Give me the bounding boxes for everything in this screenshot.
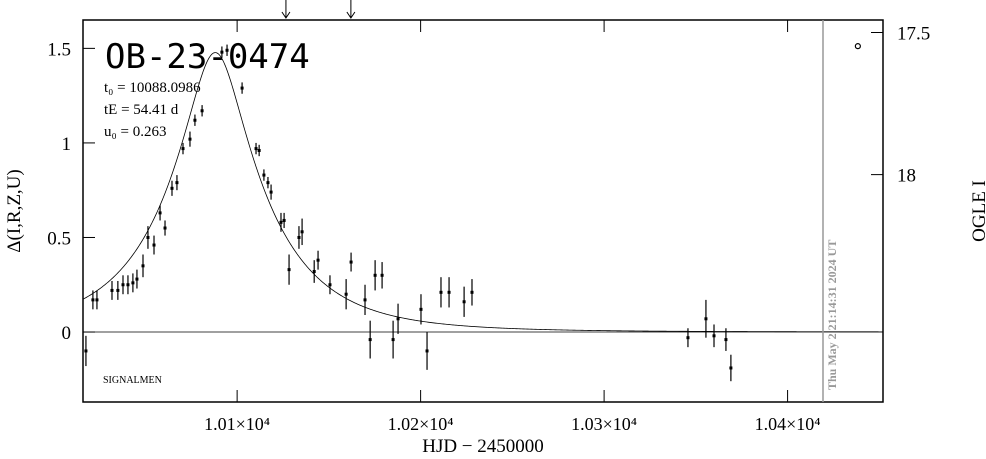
ogle-point bbox=[854, 43, 861, 50]
data-point bbox=[121, 283, 125, 287]
data-point bbox=[300, 230, 304, 234]
data-point bbox=[116, 288, 120, 292]
data-point bbox=[262, 173, 266, 177]
data-point bbox=[729, 366, 733, 370]
data-point bbox=[170, 186, 174, 190]
data-point bbox=[396, 317, 400, 321]
y-axis-title: Δ(I,R,Z,U) bbox=[4, 169, 25, 252]
x-tick-label: 1.04×10⁴ bbox=[755, 414, 821, 434]
data-point bbox=[135, 277, 139, 281]
data-point bbox=[225, 48, 229, 52]
data-point bbox=[373, 273, 377, 277]
y-tick-label: 0.5 bbox=[47, 228, 71, 249]
data-point bbox=[254, 147, 258, 151]
data-point bbox=[146, 235, 150, 239]
model-curve bbox=[83, 52, 883, 333]
data-point bbox=[95, 298, 99, 302]
data-point bbox=[266, 181, 270, 185]
data-point bbox=[328, 283, 332, 287]
data-point bbox=[704, 317, 708, 321]
x-tick-label: 1.01×10⁴ bbox=[204, 414, 270, 434]
x-tick-label: 1.03×10⁴ bbox=[571, 414, 637, 434]
data-point bbox=[163, 226, 167, 230]
plot-frame bbox=[82, 19, 884, 403]
data-point bbox=[425, 349, 429, 353]
data-point bbox=[462, 300, 466, 304]
data-point bbox=[84, 349, 88, 353]
model-label: t₀ = 10088.0986 bbox=[104, 80, 201, 96]
y-tick-label: 1.5 bbox=[47, 39, 71, 60]
data-point bbox=[363, 298, 367, 302]
data-point bbox=[287, 268, 291, 272]
data-point bbox=[349, 260, 353, 264]
data-point bbox=[724, 338, 728, 342]
y2-tick-label: 18 bbox=[897, 166, 916, 187]
arrow-marker bbox=[281, 0, 291, 19]
data-point bbox=[110, 288, 114, 292]
chart-title: OB-23-0474 bbox=[105, 37, 310, 77]
data-point bbox=[188, 137, 192, 141]
data-point bbox=[181, 147, 185, 151]
data-point bbox=[158, 211, 162, 215]
data-point bbox=[240, 86, 244, 90]
data-point bbox=[220, 50, 224, 54]
date-label: Thu May 2 21:14:31 2024 UT bbox=[825, 240, 839, 390]
data-point bbox=[312, 270, 316, 274]
x-tick-label: 1.02×10⁴ bbox=[388, 414, 454, 434]
data-point bbox=[344, 292, 348, 296]
data-point bbox=[279, 220, 283, 224]
data-point bbox=[141, 264, 145, 268]
arrow-marker bbox=[346, 0, 356, 19]
data-point bbox=[470, 290, 474, 294]
data-point bbox=[91, 298, 95, 302]
data-point bbox=[200, 109, 204, 113]
data-point bbox=[447, 290, 451, 294]
data-point bbox=[152, 243, 156, 247]
data-point bbox=[686, 336, 690, 340]
data-point bbox=[175, 181, 179, 185]
data-point bbox=[712, 334, 716, 338]
data-point bbox=[380, 273, 384, 277]
corner-note: SIGNALMEN bbox=[103, 375, 162, 386]
x-axis-title: HJD − 2450000 bbox=[422, 436, 544, 457]
data-point bbox=[269, 190, 273, 194]
y-tick-label: 1 bbox=[62, 134, 72, 155]
data-point bbox=[419, 307, 423, 311]
data-point bbox=[131, 281, 135, 285]
model-label: u₀ = 0.263 bbox=[104, 124, 166, 140]
data-point bbox=[257, 148, 261, 152]
y-tick-label: 0 bbox=[62, 323, 72, 344]
data-point bbox=[297, 235, 301, 239]
data-point bbox=[316, 258, 320, 262]
data-point bbox=[126, 283, 130, 287]
y2-tick-label: 17.5 bbox=[897, 24, 930, 45]
data-point bbox=[439, 290, 443, 294]
data-point bbox=[193, 118, 197, 122]
plot-area bbox=[83, 43, 883, 382]
data-point bbox=[391, 338, 395, 342]
data-point bbox=[368, 338, 372, 342]
y2-axis-title: OGLE I bbox=[969, 180, 986, 242]
model-label: tE = 54.41 d bbox=[104, 102, 179, 118]
data-point bbox=[282, 218, 286, 222]
